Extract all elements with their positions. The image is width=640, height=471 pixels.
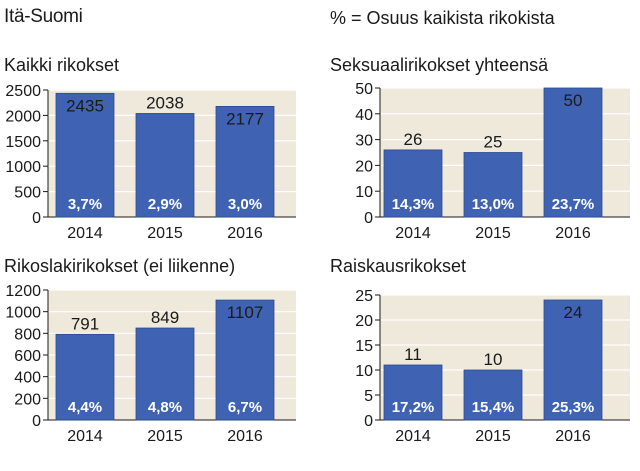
y-tick-label: 0 xyxy=(364,210,373,227)
x-category-label: 2014 xyxy=(395,225,431,242)
chart-title-suffix: (ei liikenne) xyxy=(138,256,236,276)
y-tick-label: 50 xyxy=(355,81,373,98)
bar-value-label: 2038 xyxy=(146,93,184,112)
y-tick-label: 20 xyxy=(355,313,373,330)
bar-value-label: 25 xyxy=(484,133,503,152)
y-tick-label: 0 xyxy=(32,413,41,430)
chart-title-seksuaali: Seksuaalirikokset yhteensä xyxy=(330,55,548,76)
bar-value-label: 10 xyxy=(484,350,503,369)
y-tick-label: 1200 xyxy=(5,283,41,300)
bar xyxy=(55,92,115,218)
bar xyxy=(215,299,275,421)
chart-kaikki-rikokset: 0 500 1000 1500 2000 2500 2435 3,7% 2014 2038 2,9%… xyxy=(5,83,296,242)
chart-seksuaalirikokset: 0 10 20 30 40 50 26 14,3% 2014 25 13,0% 2015 50 23,7%… xyxy=(355,81,630,242)
bar-value-label: 50 xyxy=(564,91,583,110)
y-tick-label: 15 xyxy=(355,338,373,355)
bar-value-label: 2435 xyxy=(66,96,104,115)
chart-title-raiskaus: Raiskausrikokset xyxy=(330,256,466,277)
chart-rikoslakirikokset: 0 200 400 600 800 1000 1200 791 4,4% 2014 849 4,8% 2… xyxy=(5,283,296,445)
x-category-label: 2015 xyxy=(147,225,183,242)
bar xyxy=(55,333,115,421)
y-tick-label: 200 xyxy=(14,391,41,408)
y-tick-label: 1000 xyxy=(5,159,41,176)
x-category-label: 2016 xyxy=(227,225,263,242)
x-category-label: 2015 xyxy=(475,225,511,242)
bar-percent-label: 4,8% xyxy=(148,399,182,416)
x-category-label: 2016 xyxy=(555,428,591,445)
y-tick-label: 2500 xyxy=(5,83,41,100)
chart-title-rikoslaki: Rikoslakirikokset (ei liikenne) xyxy=(4,256,235,277)
bar-percent-label: 2,9% xyxy=(148,196,182,213)
y-tick-label: 10 xyxy=(355,363,373,380)
y-tick-label: 20 xyxy=(355,158,373,175)
chart-title-main: Raiskausrikokset xyxy=(330,256,467,276)
chart-raiskausrikokset: 0 5 10 15 20 25 11 17,2% 2014 10 15,4% 2015 24 25,3% 2… xyxy=(355,288,630,445)
x-category-label: 2015 xyxy=(475,428,511,445)
y-tick-label: 0 xyxy=(364,413,373,430)
y-tick-label: 800 xyxy=(14,326,41,343)
bar xyxy=(135,327,195,421)
x-category-label: 2016 xyxy=(227,428,263,445)
bar-percent-label: 23,7% xyxy=(552,196,595,213)
chart-title-main: Rikoslakirikokset xyxy=(4,256,139,276)
bar-percent-label: 3,7% xyxy=(68,196,102,213)
y-tick-label: 600 xyxy=(14,348,41,365)
y-tick-label: 5 xyxy=(364,388,373,405)
chart-title-kaikki: Kaikki rikokset xyxy=(4,55,119,76)
y-tick-label: 2000 xyxy=(5,108,41,125)
bar-percent-label: 4,4% xyxy=(68,399,102,416)
y-tick-label: 500 xyxy=(14,185,41,202)
x-category-label: 2015 xyxy=(147,428,183,445)
bar xyxy=(135,113,195,218)
bar xyxy=(543,299,603,421)
chart-title-main: Kaikki rikokset xyxy=(4,55,120,75)
y-tick-label: 400 xyxy=(14,370,41,387)
bar-value-label: 791 xyxy=(71,314,99,333)
y-tick-label: 40 xyxy=(355,107,373,124)
bar-value-label: 2177 xyxy=(226,109,264,128)
x-category-label: 2014 xyxy=(67,428,103,445)
bar xyxy=(463,152,523,218)
bar-percent-label: 3,0% xyxy=(228,196,262,213)
x-category-label: 2014 xyxy=(67,225,103,242)
bar-value-label: 11 xyxy=(404,345,422,364)
y-tick-label: 10 xyxy=(355,184,373,201)
bar-percent-label: 13,0% xyxy=(472,196,515,213)
bar-percent-label: 15,4% xyxy=(472,399,515,416)
bar-percent-label: 6,7% xyxy=(228,399,262,416)
y-tick-label: 0 xyxy=(32,210,41,227)
bar-value-label: 849 xyxy=(151,308,179,327)
y-tick-label: 1500 xyxy=(5,134,41,151)
bar-value-label: 1107 xyxy=(227,303,264,322)
bar-percent-label: 14,3% xyxy=(392,196,435,213)
percent-legend-note: % = Osuus kaikista rikokista xyxy=(330,8,555,28)
x-category-label: 2014 xyxy=(395,428,431,445)
bar xyxy=(463,369,523,421)
x-category-label: 2016 xyxy=(555,225,591,242)
bar xyxy=(215,106,275,218)
y-tick-label: 1000 xyxy=(5,305,41,322)
y-tick-label: 30 xyxy=(355,133,373,150)
bar-value-label: 26 xyxy=(404,130,423,149)
bar-percent-label: 25,3% xyxy=(552,399,595,416)
bar xyxy=(543,87,603,218)
bar-percent-label: 17,2% xyxy=(392,399,435,416)
y-tick-label: 25 xyxy=(355,288,373,305)
bar-value-label: 24 xyxy=(564,303,583,322)
bar xyxy=(383,364,443,421)
chart-title-main: Seksuaalirikokset yhteensä xyxy=(330,55,549,75)
region-title: Itä-Suomi xyxy=(4,6,83,27)
bar xyxy=(383,149,443,218)
